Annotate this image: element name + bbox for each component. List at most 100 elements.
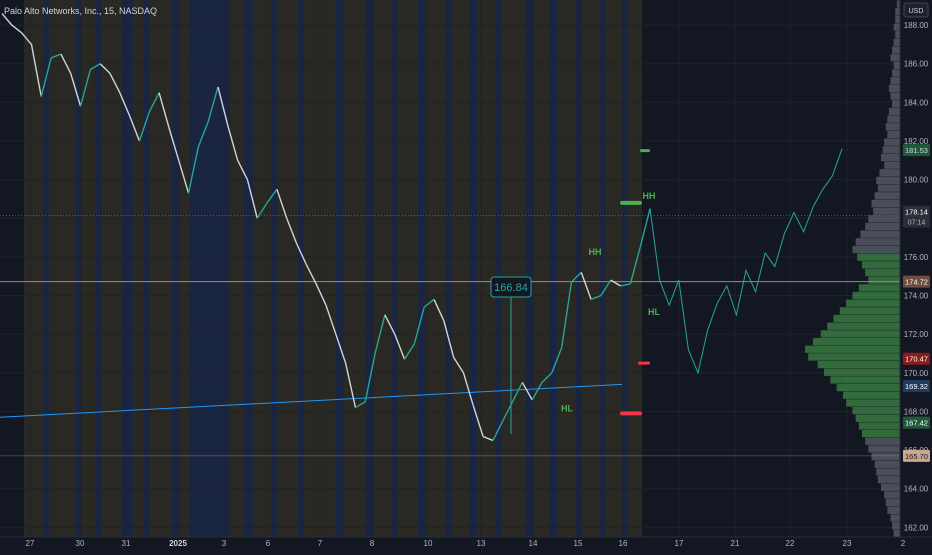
volume-profile-bar — [865, 222, 900, 231]
session-band — [622, 0, 628, 537]
session-band — [477, 0, 495, 537]
session-band — [336, 0, 343, 537]
volume-profile-bar — [824, 368, 900, 376]
session-band — [343, 0, 366, 537]
volume-profile-bar — [895, 15, 900, 24]
price-tick-label: 184.00 — [904, 98, 929, 107]
price-segment — [374, 314, 386, 354]
currency-button[interactable]: USD — [903, 2, 929, 18]
price-segment — [11, 24, 23, 34]
session-band — [271, 0, 277, 537]
price-tick-label: 182.00 — [904, 137, 929, 146]
price-segment — [138, 111, 150, 142]
volume-profile-bar — [896, 0, 900, 8]
price-segment — [315, 283, 327, 306]
price-axis[interactable] — [900, 0, 932, 537]
session-band — [366, 0, 374, 537]
session-band — [95, 0, 102, 537]
time-tick-label: 13 — [477, 539, 486, 548]
volume-profile-bar — [812, 337, 900, 346]
measure-box — [490, 276, 532, 298]
projection-path — [649, 148, 843, 375]
price-tick-label: 186.00 — [904, 60, 929, 69]
price-segment — [217, 86, 229, 126]
time-tick-label: 21 — [731, 539, 740, 548]
horizontal-price-tag-box — [903, 275, 930, 288]
price-tags: 181.53 174.72 170.47 169.32 167.42 165.70 178.… — [903, 144, 930, 462]
current-price-label: 178.14 — [905, 208, 928, 217]
price-segment — [384, 314, 396, 335]
volume-profile-bar — [884, 138, 900, 146]
price-segment — [99, 63, 111, 74]
horizontal-price-tag-label: 174.72 — [905, 278, 928, 287]
stop-price-tag-box — [903, 352, 930, 365]
volume-profile-bar — [871, 199, 900, 208]
symbol-title: Palo Alto Networks, Inc., 15, NASDAQ — [4, 6, 157, 16]
volume-profile-bar — [808, 353, 900, 361]
red-low-marker — [620, 411, 642, 416]
price-segment — [364, 353, 376, 402]
price-segment — [570, 271, 582, 283]
volume-profile — [805, 0, 900, 537]
session-band — [418, 0, 426, 537]
time-axis[interactable] — [0, 537, 932, 550]
price-tick-label: 188.00 — [904, 21, 929, 30]
time-tick-label: 16 — [619, 539, 628, 548]
session-band — [582, 0, 600, 537]
session-band — [374, 0, 392, 537]
blue-price-tag-box — [903, 379, 930, 392]
series-layer — [0, 13, 900, 457]
volume-profile-bar — [874, 460, 900, 468]
time-tick-label: 17 — [675, 539, 684, 548]
price-tick-label: 170.00 — [904, 369, 929, 378]
currency-label: USD — [909, 8, 924, 15]
price-segment — [482, 435, 494, 442]
tan-price-tag-box — [903, 449, 930, 462]
price-segment — [403, 343, 415, 360]
price-segment — [590, 294, 602, 301]
volume-profile-bar — [882, 146, 900, 154]
price-segment — [295, 243, 307, 265]
session-band — [102, 0, 122, 537]
time-tick-label: 22 — [786, 539, 795, 548]
time-tick-label: 15 — [574, 539, 583, 548]
price-tick-label: 164.00 — [904, 485, 929, 494]
marker-layer: 166.84 HH HH HL HL — [490, 149, 660, 434]
volume-profile-bar — [827, 322, 900, 330]
price-segment — [79, 69, 92, 107]
volume-profile-bar — [892, 69, 900, 77]
price-segment — [472, 405, 484, 437]
price-segment — [541, 372, 553, 383]
price-segment — [237, 160, 249, 180]
time-tick-label: 14 — [529, 539, 538, 548]
price-segment — [462, 372, 474, 406]
volume-profile-bar — [852, 245, 900, 254]
price-segment — [266, 188, 278, 204]
session-band — [398, 0, 418, 537]
time-tick-label: 3 — [222, 539, 227, 548]
session-band — [180, 0, 190, 537]
price-segment — [423, 298, 435, 308]
volume-profile-bar — [868, 445, 900, 453]
volume-profile-bar — [868, 276, 900, 284]
stop-price-tag-label: 170.47 — [905, 355, 928, 364]
price-segment — [286, 218, 298, 244]
volume-profile-bar — [836, 383, 900, 392]
session-band — [557, 0, 576, 537]
session-band — [606, 0, 622, 537]
volume-profile-bar — [833, 314, 900, 323]
volume-profile-bar — [884, 161, 900, 169]
session-band — [244, 0, 253, 537]
volume-profile-bar — [874, 192, 900, 200]
session-band — [502, 0, 526, 537]
price-segment — [560, 281, 573, 348]
volume-profile-bar — [858, 422, 900, 430]
volume-profile-bar — [892, 100, 900, 108]
price-segment — [119, 92, 131, 117]
volume-profile-bar — [892, 46, 900, 54]
session-band — [446, 0, 452, 537]
blue-price-tag-label: 169.32 — [905, 382, 928, 391]
session-band — [277, 0, 298, 537]
